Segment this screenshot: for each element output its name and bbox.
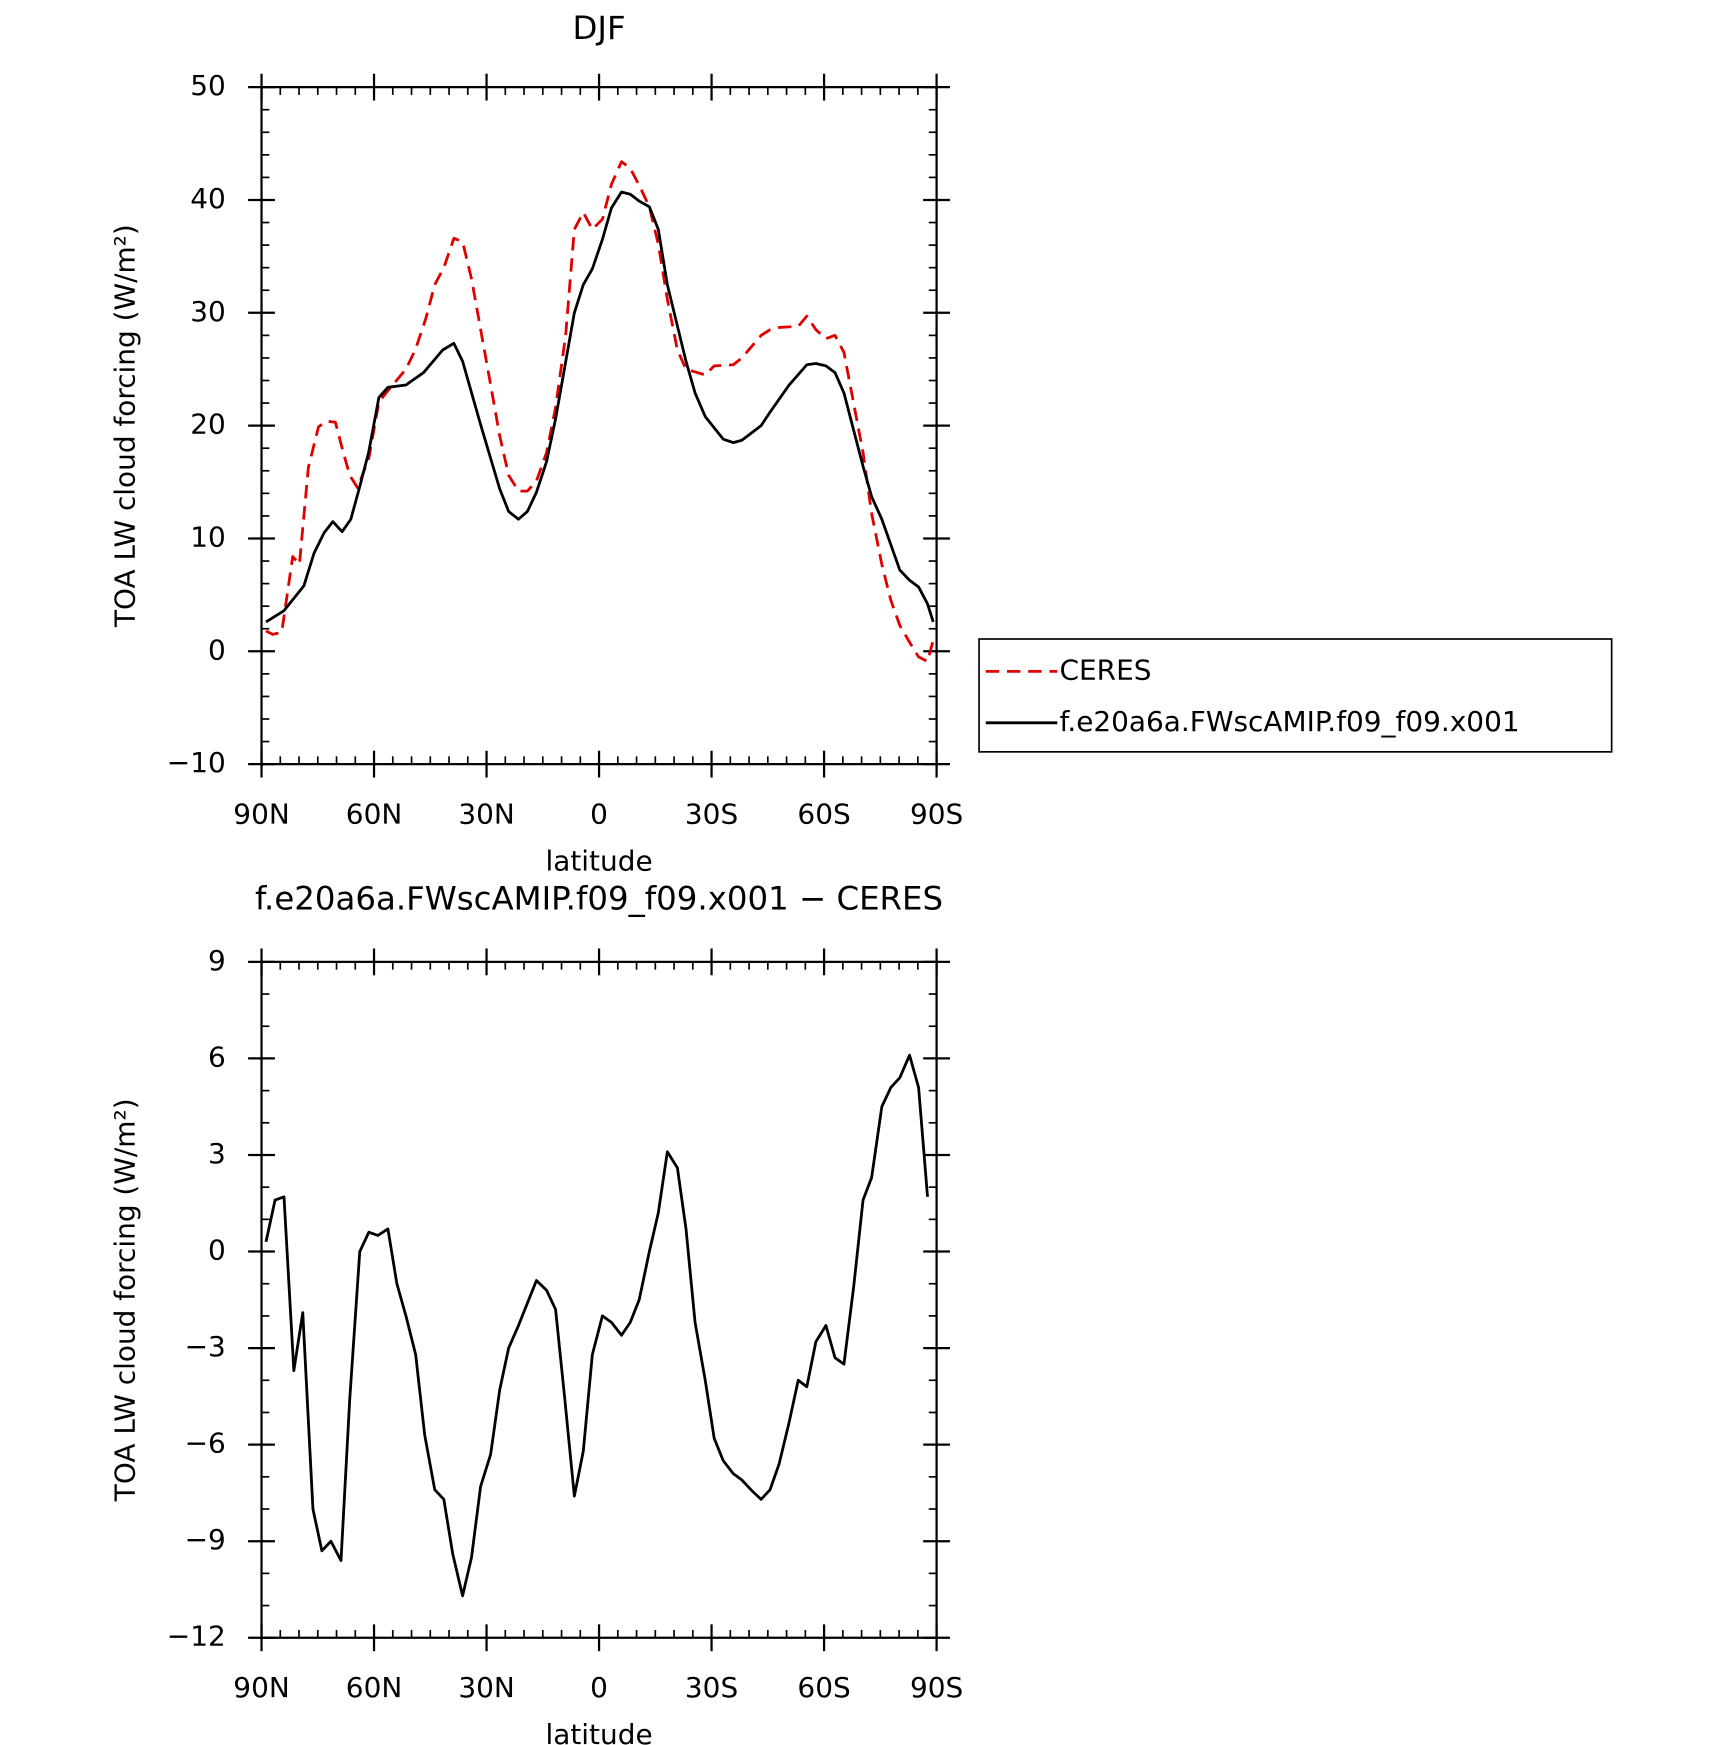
x-tick-label: 60N	[346, 798, 402, 831]
y-tick-label: −3	[185, 1330, 226, 1363]
x-tick-label: 90S	[910, 798, 963, 831]
x-tick-label: 30N	[458, 1671, 514, 1704]
x-tick-label: 90N	[233, 798, 289, 831]
x-tick-label: 60S	[797, 798, 850, 831]
x-tick-label: 30S	[685, 1671, 738, 1704]
y-tick-label: 3	[208, 1137, 226, 1170]
series-line	[265, 190, 935, 624]
series-line	[264, 1053, 929, 1598]
y-tick-label: 9	[208, 944, 226, 977]
y-tick-label: −6	[185, 1427, 226, 1460]
y-tick-label: 6	[208, 1040, 226, 1073]
x-tick-label: 60N	[346, 1671, 402, 1704]
chart-title: f.e20a6a.FWscAMIP.f09_f09.x001 − CERES	[255, 879, 943, 917]
chart-title: DJF	[572, 9, 625, 47]
y-axis-label: TOA LW cloud forcing (W/m²)	[108, 1098, 141, 1502]
series-line	[265, 160, 935, 663]
y-tick-label: 20	[190, 408, 226, 441]
legend-box	[978, 638, 1613, 753]
y-tick-label: 40	[190, 182, 226, 215]
x-tick-label: 30S	[685, 798, 738, 831]
plot-frame	[260, 86, 938, 766]
y-tick-label: −9	[185, 1523, 226, 1556]
y-tick-label: −10	[167, 746, 226, 779]
x-tick-label: 90N	[233, 1671, 289, 1704]
legend-label: f.e20a6a.FWscAMIP.f09_f09.x001	[1060, 705, 1520, 738]
x-axis-label: latitude	[545, 844, 652, 877]
plot-frame	[260, 960, 938, 1639]
y-tick-label: −12	[167, 1620, 226, 1653]
x-tick-label: 0	[590, 1671, 608, 1704]
x-tick-label: 60S	[797, 1671, 850, 1704]
y-axis-label: TOA LW cloud forcing (W/m²)	[108, 224, 141, 628]
x-tick-label: 0	[590, 798, 608, 831]
y-tick-label: 0	[208, 1234, 226, 1267]
x-axis-label: latitude	[545, 1718, 652, 1745]
y-tick-label: 50	[190, 69, 226, 102]
y-tick-label: 0	[208, 633, 226, 666]
x-tick-label: 90S	[910, 1671, 963, 1704]
x-tick-label: 30N	[458, 798, 514, 831]
y-tick-label: 30	[190, 295, 226, 328]
y-tick-label: 10	[190, 520, 226, 553]
legend-label: CERES	[1060, 653, 1152, 686]
